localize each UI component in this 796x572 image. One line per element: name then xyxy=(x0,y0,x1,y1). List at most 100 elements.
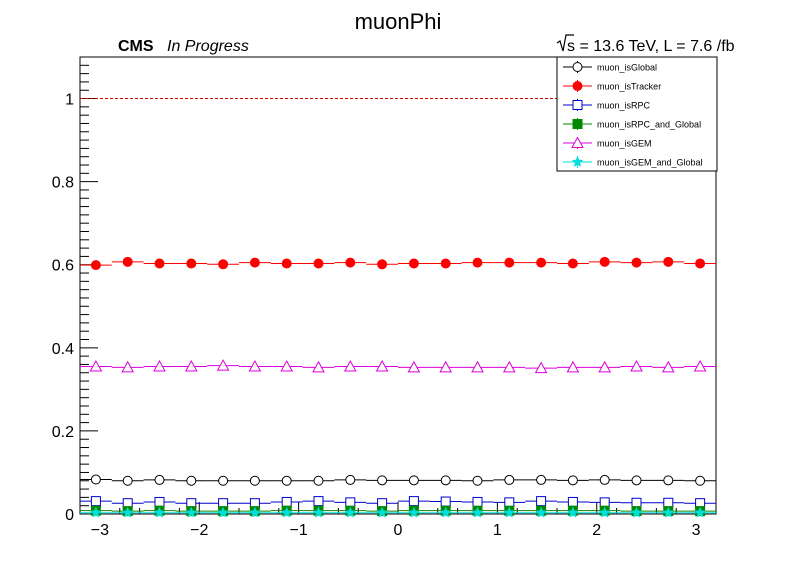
legend-marker xyxy=(572,119,583,129)
data-point xyxy=(502,360,516,373)
experiment-label: CMS xyxy=(118,38,154,55)
y-tick-label: 0.2 xyxy=(52,424,74,441)
data-point xyxy=(472,257,483,268)
data-point xyxy=(598,506,611,518)
data-point xyxy=(121,506,134,518)
data-point xyxy=(281,258,292,269)
data-point xyxy=(599,256,610,267)
data-point xyxy=(695,475,706,486)
data-point xyxy=(280,506,293,518)
legend-entry: muon_isGEM_and_Global xyxy=(563,155,703,168)
legend-marker xyxy=(571,136,584,148)
legend-marker xyxy=(571,155,584,167)
data-point xyxy=(344,506,357,518)
x-tick-label: 2 xyxy=(592,522,601,539)
y-tick-label: 0.8 xyxy=(52,175,74,192)
data-point xyxy=(504,497,515,508)
data-point xyxy=(408,506,420,518)
data-point xyxy=(536,496,547,507)
x-tick-label: −1 xyxy=(290,522,308,539)
data-point xyxy=(567,496,578,507)
data-point xyxy=(281,475,292,486)
data-point xyxy=(631,497,642,508)
legend-entry: muon_isTracker xyxy=(563,80,661,92)
legend-label: muon_isRPC_and_Global xyxy=(597,120,701,130)
data-point xyxy=(90,496,101,507)
series-muon_isGEM_and_Global xyxy=(80,506,716,518)
data-point xyxy=(121,360,135,373)
chart-title: muonPhi xyxy=(355,9,442,34)
data-point xyxy=(663,497,674,508)
legend: muon_isGlobal muon_isTracker muon_isRPCmuo… xyxy=(556,56,718,172)
y-tick-label: 1 xyxy=(65,92,74,109)
data-point xyxy=(377,475,388,486)
data-point xyxy=(186,258,197,269)
data-point xyxy=(312,506,325,518)
x-tick-label: 1 xyxy=(493,522,502,539)
data-point xyxy=(345,474,356,485)
data-point xyxy=(345,257,356,268)
data-point xyxy=(694,506,706,518)
data-point xyxy=(249,475,260,486)
legend-label: muon_isRPC xyxy=(597,101,651,111)
data-point xyxy=(184,359,198,372)
data-point xyxy=(249,506,261,518)
data-point xyxy=(312,360,325,373)
x-tick-label: −3 xyxy=(91,522,109,539)
data-point xyxy=(534,361,548,374)
data-point xyxy=(695,258,706,269)
data-point xyxy=(598,360,612,373)
y-tick-label: 0.6 xyxy=(52,258,74,275)
series-muon_isGlobal xyxy=(80,474,716,486)
energy-luminosity-label: s = 13.6 TeV, L = 7.6 /fb xyxy=(556,34,735,55)
data-point xyxy=(313,258,324,269)
data-point xyxy=(408,475,419,486)
legend-label: muon_isTracker xyxy=(597,82,661,92)
data-point xyxy=(440,258,451,269)
data-point xyxy=(631,257,642,268)
data-point xyxy=(472,496,483,507)
data-point xyxy=(567,258,578,269)
data-point xyxy=(313,475,324,486)
data-point xyxy=(122,256,133,267)
status-label: In Progress xyxy=(167,38,249,55)
data-point xyxy=(408,258,419,269)
legend-label: muon_isGlobal xyxy=(597,63,657,73)
data-point xyxy=(185,506,198,518)
data-point xyxy=(90,474,101,485)
data-point xyxy=(186,475,197,486)
data-point xyxy=(154,258,165,269)
y-tick-label: 0.4 xyxy=(52,341,74,358)
data-point xyxy=(630,359,643,372)
data-point xyxy=(90,506,102,518)
legend-entry: muon_isRPC xyxy=(563,99,651,111)
legend-entry: muon_isGlobal xyxy=(563,61,657,73)
data-point xyxy=(661,360,675,373)
data-point xyxy=(566,360,580,373)
data-point xyxy=(693,359,707,372)
data-point xyxy=(471,360,484,373)
data-point xyxy=(375,359,389,372)
series-muon_isRPC xyxy=(80,496,716,509)
y-tick-label: 0 xyxy=(65,507,74,524)
data-point xyxy=(313,496,324,507)
data-point xyxy=(471,506,484,518)
legend-marker xyxy=(572,100,583,110)
data-point xyxy=(377,259,388,270)
data-point xyxy=(567,475,578,486)
data-point xyxy=(153,359,166,372)
data-point xyxy=(407,360,421,373)
series-muon_isTracker xyxy=(80,256,716,271)
data-point xyxy=(248,359,262,372)
data-point xyxy=(472,475,483,486)
data-point xyxy=(154,496,165,507)
series-layer xyxy=(80,256,716,518)
data-point xyxy=(504,257,515,268)
legend-entry: muon_isGEM xyxy=(563,136,652,149)
data-point xyxy=(154,474,165,485)
data-point xyxy=(599,474,610,485)
data-point xyxy=(218,259,229,270)
data-point xyxy=(631,475,642,486)
legend-marker xyxy=(572,81,583,91)
